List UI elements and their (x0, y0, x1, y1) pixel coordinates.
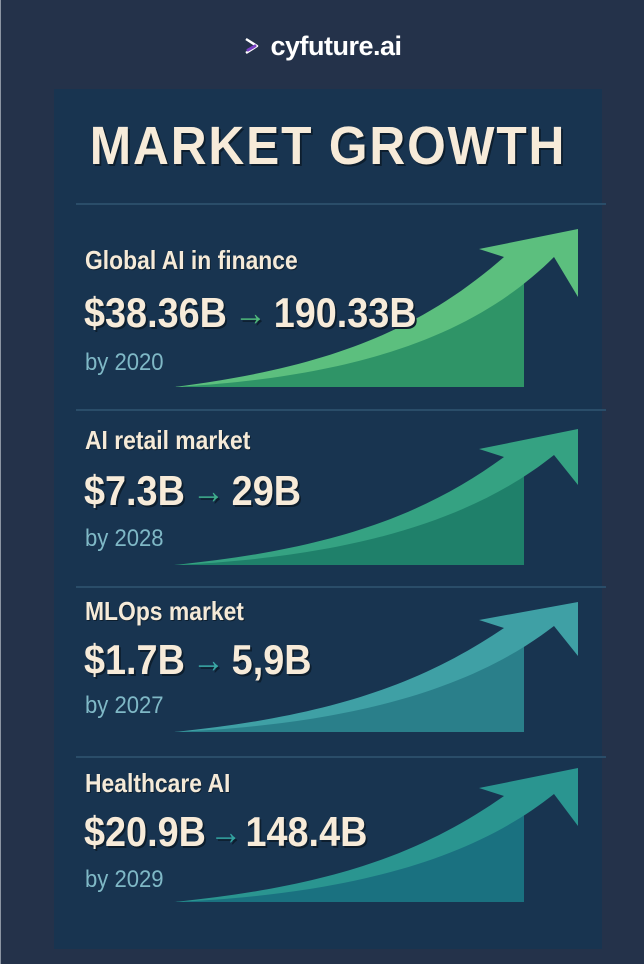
growth-arrow-chart (174, 429, 578, 565)
right-arrow-icon: → (234, 292, 267, 333)
page-title: MARKET GROWTH (89, 116, 567, 176)
card-label: AI retail market (85, 425, 251, 455)
brand-name: cyfuture.ai (270, 30, 402, 61)
card-year: by 2029 (85, 866, 164, 893)
market-growth-panel: MARKET GROWTH Global AI in finance $38.3… (54, 89, 606, 949)
card-values: $7.3B → 29B (84, 467, 301, 515)
market-card-retail: AI retail market $7.3B → 29B by 2028 (54, 415, 602, 585)
left-edge (0, 0, 1, 964)
market-card-healthcare: Healthcare AI $20.9B → 148.4B by 2029 (54, 762, 602, 942)
card-label: Global AI in finance (85, 245, 298, 275)
right-arrow-icon: → (192, 639, 225, 680)
value-to: 190.33B (273, 289, 417, 336)
card-values: $20.9B → 148.4B (84, 808, 367, 856)
divider (76, 756, 606, 758)
divider (76, 586, 606, 588)
value-from: $1.7B (84, 636, 185, 683)
card-values: $1.7B → 5,9B (84, 636, 312, 684)
card-year: by 2027 (85, 692, 164, 719)
value-from: $38.36B (84, 289, 227, 336)
value-from: $20.9B (84, 808, 206, 855)
value-from: $7.3B (84, 467, 185, 514)
card-year: by 2028 (85, 525, 164, 552)
right-arrow-icon: → (192, 470, 225, 511)
market-card-finance: Global AI in finance $38.36B → 190.33B b… (54, 209, 602, 409)
card-year: by 2020 (85, 349, 164, 376)
brand-header: cyfuture.ai (0, 28, 644, 64)
right-arrow-icon: → (209, 811, 242, 852)
value-to: 29B (231, 467, 302, 514)
divider (76, 409, 606, 411)
value-to: 148.4B (245, 808, 368, 855)
divider (76, 203, 606, 205)
market-card-mlops: MLOps market $1.7B → 5,9B by 2027 (54, 592, 602, 752)
growth-arrow-chart (174, 768, 578, 902)
value-to: 5,9B (231, 636, 312, 683)
play-chevron-icon (245, 37, 259, 55)
card-label: Healthcare AI (85, 768, 231, 798)
growth-arrow-chart (174, 602, 578, 732)
card-values: $38.36B → 190.33B (84, 289, 417, 337)
growth-arrow-chart (174, 229, 578, 387)
card-label: MLOps market (85, 596, 244, 626)
